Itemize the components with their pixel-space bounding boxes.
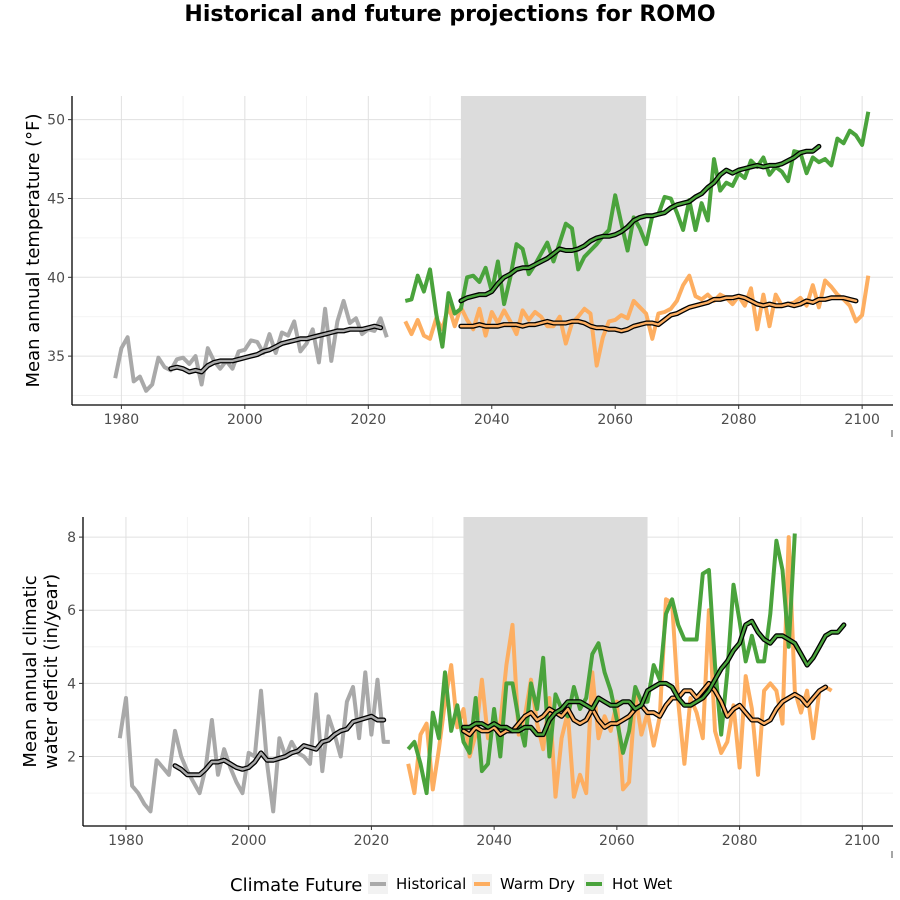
x-tick-label: 2040 bbox=[476, 833, 512, 849]
y-tick-label: 2 bbox=[67, 750, 76, 766]
y-tick-label: 40 bbox=[47, 270, 65, 286]
series-historical-line bbox=[113, 298, 389, 393]
y-tick-label: 8 bbox=[67, 530, 76, 546]
y-tick-label: 50 bbox=[47, 113, 65, 129]
series-historical-moving-average-line bbox=[169, 325, 382, 374]
x-tick-label: 2020 bbox=[350, 412, 386, 428]
series-hot-wet-moving-average-line bbox=[462, 620, 846, 736]
x-tick-label: 1980 bbox=[108, 833, 144, 849]
series-hot-wet-line bbox=[404, 111, 871, 349]
y-tick-label: 35 bbox=[47, 349, 65, 365]
x-tick-label: 2020 bbox=[354, 833, 390, 849]
x-tick-label: 2000 bbox=[231, 833, 267, 849]
legend-label-hot-wet: Hot Wet bbox=[612, 875, 672, 893]
legend-item-historical: Historical bbox=[368, 874, 466, 894]
legend-title: Climate Future bbox=[230, 875, 362, 896]
series-warm-dry-moving-average-line bbox=[462, 682, 827, 736]
shaded-period bbox=[460, 96, 647, 405]
x-tick-label: 2060 bbox=[597, 412, 633, 428]
y-tick-label: 45 bbox=[47, 191, 65, 207]
x-tick-label: 1980 bbox=[104, 412, 140, 428]
x-tick-label: 2080 bbox=[722, 833, 758, 849]
series-hot-wet-moving-average-line bbox=[459, 145, 821, 303]
series-historical-moving-average-outline bbox=[168, 323, 384, 375]
x-tick-label: 2080 bbox=[721, 412, 757, 428]
legend-label-warm-dry: Warm Dry bbox=[500, 875, 575, 893]
y-tick-label: 4 bbox=[67, 676, 76, 692]
x-tick-label: 2100 bbox=[844, 412, 880, 428]
legend-item-hot-wet: Hot Wet bbox=[584, 874, 672, 894]
series-warm-dry-moving-average-line bbox=[459, 295, 858, 333]
y-axis-title: Mean annual climaticwater deficit (in/ye… bbox=[20, 574, 62, 769]
x-tick-label: 2060 bbox=[599, 833, 635, 849]
legend-label-historical: Historical bbox=[396, 875, 466, 893]
y-tick-label: 6 bbox=[67, 603, 76, 619]
x-tick-label: 2100 bbox=[844, 833, 880, 849]
page-title: Historical and future projections for RO… bbox=[184, 2, 716, 27]
series-historical-line bbox=[117, 670, 390, 814]
x-tick-label: 2040 bbox=[474, 412, 510, 428]
series-historical-moving-average-line bbox=[173, 715, 385, 776]
temperature-panel: 1980 2000 2020 2040 2060 2080 2100 35 40 45 50Mean… bbox=[23, 96, 893, 437]
x-tick-label: 2000 bbox=[227, 412, 263, 428]
y-axis-title: Mean annual temperature (°F) bbox=[23, 113, 44, 387]
legend: Climate Future Historical Warm Dry Hot W… bbox=[230, 874, 672, 896]
legend-item-warm-dry: Warm Dry bbox=[472, 874, 575, 894]
water-deficit-panel: 1980 2000 2020 2040 2060 2080 2100 2 4 6 8 Mean ann… bbox=[20, 517, 893, 858]
